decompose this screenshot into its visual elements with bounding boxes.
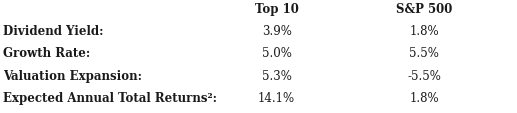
- Text: Top 10: Top 10: [255, 3, 298, 16]
- Text: 1.8%: 1.8%: [409, 91, 439, 104]
- Text: 5.5%: 5.5%: [409, 47, 439, 60]
- Text: 1.8%: 1.8%: [409, 25, 439, 38]
- Text: Expected Annual Total Returns²:: Expected Annual Total Returns²:: [3, 91, 217, 104]
- Text: 5.0%: 5.0%: [262, 47, 292, 60]
- Text: 14.1%: 14.1%: [258, 91, 295, 104]
- Text: 3.9%: 3.9%: [262, 25, 292, 38]
- Text: Growth Rate:: Growth Rate:: [3, 47, 90, 60]
- Text: -5.5%: -5.5%: [407, 69, 441, 82]
- Text: Dividend Yield:: Dividend Yield:: [3, 25, 103, 38]
- Text: Valuation Expansion:: Valuation Expansion:: [3, 69, 142, 82]
- Text: 5.3%: 5.3%: [262, 69, 292, 82]
- Text: S&P 500: S&P 500: [396, 3, 452, 16]
